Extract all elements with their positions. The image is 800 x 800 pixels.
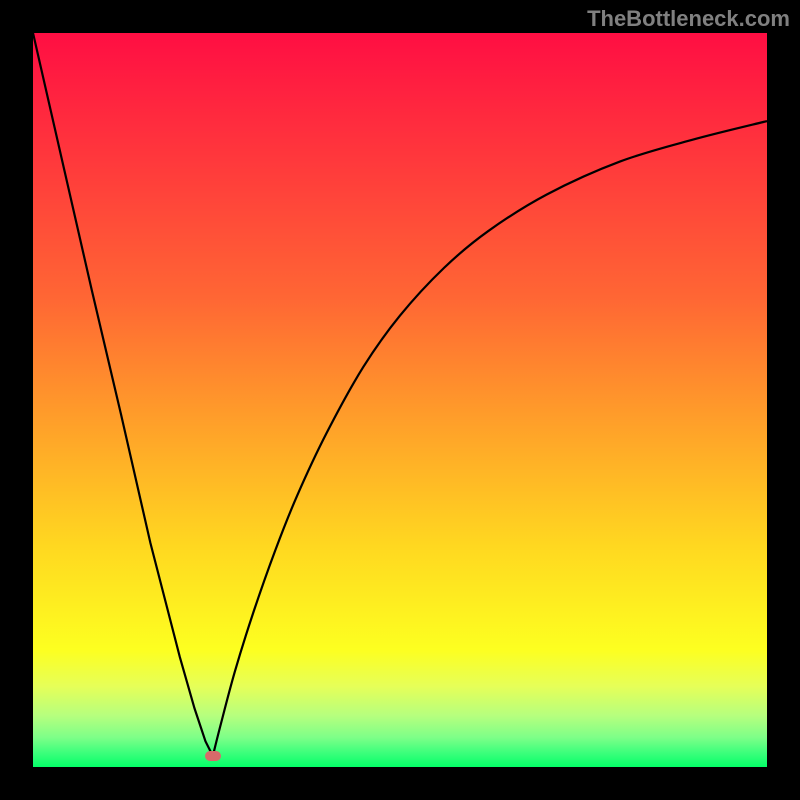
attribution-text: TheBottleneck.com (587, 6, 790, 32)
chart-plot-area (33, 33, 767, 767)
bottleneck-curve (33, 33, 767, 767)
trough-marker (205, 751, 221, 761)
